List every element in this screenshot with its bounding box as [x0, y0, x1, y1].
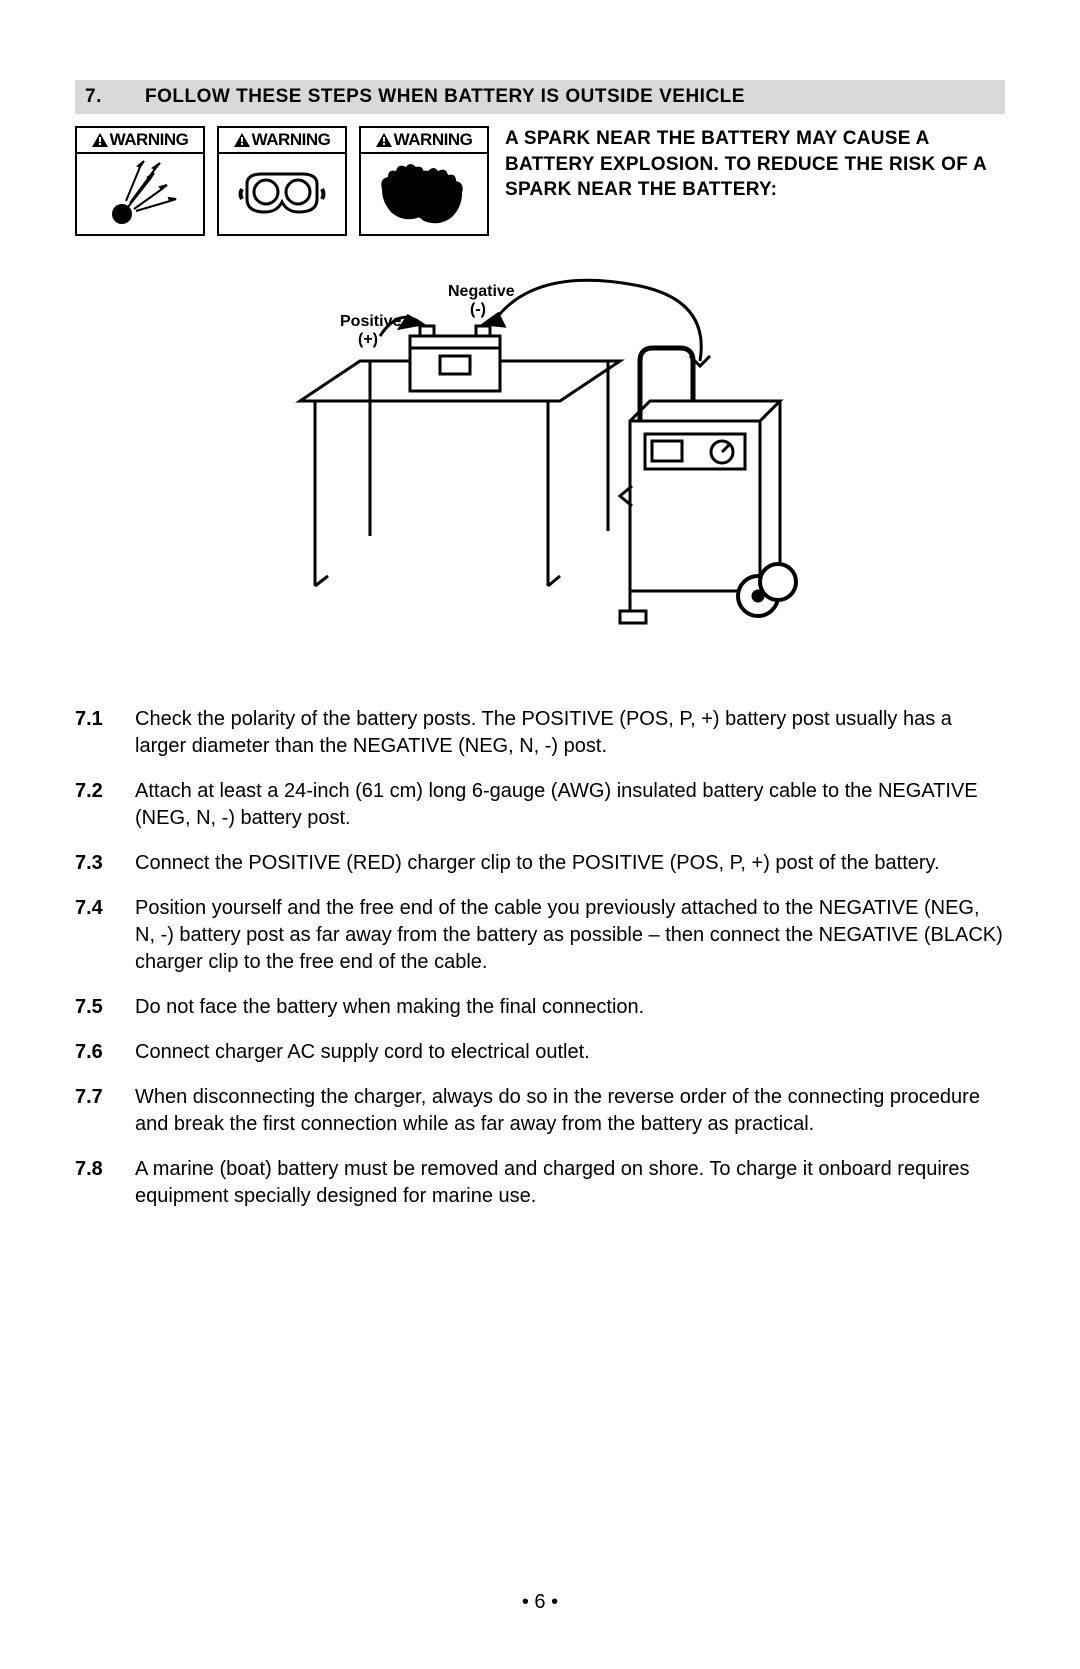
step-item: 7.7 When disconnecting the charger, alwa…	[75, 1084, 1005, 1138]
alert-triangle-icon	[376, 133, 392, 147]
warning-label: WARNING	[219, 128, 345, 154]
step-item: 7.5 Do not face the battery when making …	[75, 994, 1005, 1021]
warning-box-goggles: WARNING	[217, 126, 347, 236]
negative-label: Negative	[448, 283, 515, 300]
warning-box-explosion: WARNING	[75, 126, 205, 236]
step-item: 7.3 Connect the POSITIVE (RED) charger c…	[75, 850, 1005, 877]
steps-list: 7.1 Check the polarity of the battery po…	[75, 706, 1005, 1210]
svg-text:(-): (-)	[470, 301, 486, 318]
warning-text: A SPARK NEAR THE BATTERY MAY CAUSE A BAT…	[501, 126, 1005, 203]
warning-label: WARNING	[77, 128, 203, 154]
positive-label: Positive	[340, 313, 401, 330]
alert-triangle-icon	[234, 133, 250, 147]
step-item: 7.4 Position yourself and the free end o…	[75, 895, 1005, 976]
step-item: 7.6 Connect charger AC supply cord to el…	[75, 1039, 1005, 1066]
battery-charger-diagram: Positive (+) Negative (-)	[75, 266, 1005, 666]
page-number: • 6 •	[0, 1591, 1080, 1614]
step-item: 7.8 A marine (boat) battery must be remo…	[75, 1156, 1005, 1210]
svg-text:(+): (+)	[358, 331, 378, 348]
gloves-icon	[361, 154, 487, 234]
explosion-icon	[77, 154, 203, 234]
step-item: 7.1 Check the polarity of the battery po…	[75, 706, 1005, 760]
alert-triangle-icon	[92, 133, 108, 147]
section-header: 7. FOLLOW THESE STEPS WHEN BATTERY IS OU…	[75, 80, 1005, 114]
warning-label: WARNING	[361, 128, 487, 154]
warning-row: WARNING	[75, 126, 1005, 236]
section-title: FOLLOW THESE STEPS WHEN BATTERY IS OUTSI…	[145, 86, 745, 108]
section-number: 7.	[85, 86, 145, 108]
warning-box-gloves: WARNING	[359, 126, 489, 236]
step-item: 7.2 Attach at least a 24-inch (61 cm) lo…	[75, 778, 1005, 832]
goggles-icon	[219, 154, 345, 234]
